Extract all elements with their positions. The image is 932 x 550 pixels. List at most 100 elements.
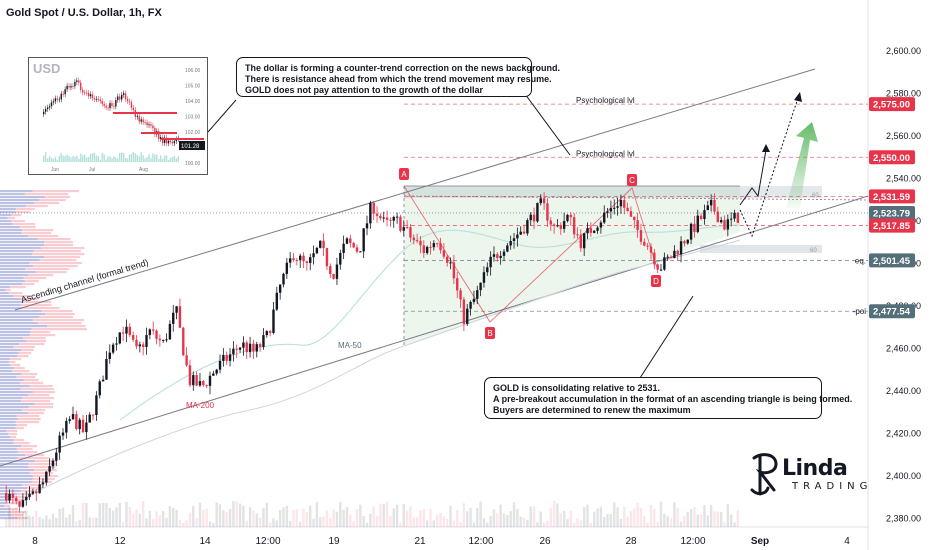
profile-bar-sell — [18, 451, 38, 454]
candle-body — [265, 331, 268, 336]
volume-bar — [45, 515, 48, 527]
profile-bar-buy — [0, 475, 33, 478]
candle-body — [208, 375, 212, 386]
profile-bar-sell — [22, 484, 44, 487]
candle-body — [679, 241, 683, 255]
candles — [5, 192, 740, 527]
volume-bar — [48, 519, 51, 527]
inset-volume — [101, 152, 103, 162]
inset-volume — [148, 154, 150, 162]
profile-bar-buy — [0, 370, 12, 373]
point-d-marker — [651, 275, 661, 287]
profile-bar-sell — [29, 385, 53, 388]
candle-body — [619, 200, 623, 207]
profile-bar-buy — [0, 409, 22, 412]
candle-body — [663, 257, 666, 270]
volume-bar — [282, 507, 285, 527]
inset-candle — [105, 105, 107, 108]
profile-bar-sell — [20, 298, 39, 301]
volume-bar — [713, 511, 716, 527]
profile-bar-sell — [32, 190, 80, 193]
candle-body — [101, 379, 105, 382]
candle-body — [579, 234, 583, 249]
volume-bar — [489, 516, 492, 527]
profile-bar-buy — [0, 427, 16, 430]
profile-bar-buy — [0, 514, 11, 517]
candle-body — [125, 326, 128, 334]
inset-y-tick: 106.00 — [185, 68, 201, 74]
inset-candle — [136, 116, 138, 118]
volume-bar — [285, 505, 289, 527]
x-tick-label: 14 — [199, 536, 211, 547]
inset-volume — [169, 157, 172, 162]
volume-bar — [335, 511, 339, 527]
volume-bar — [509, 511, 512, 527]
candle-body — [85, 422, 88, 433]
candle-body — [609, 208, 613, 212]
profile-bar-buy — [0, 295, 14, 298]
volume-bar — [633, 508, 636, 527]
inset-volume — [105, 159, 107, 162]
volume-bar — [673, 502, 676, 527]
candle-body — [292, 258, 295, 260]
profile-bar-sell — [13, 295, 32, 298]
volume-bar — [222, 510, 225, 527]
profile-bar-sell — [17, 517, 29, 520]
candle-body — [559, 225, 562, 229]
candle-body — [121, 332, 125, 334]
inset-volume — [80, 153, 82, 162]
inset-volume — [74, 156, 76, 162]
logo-subtitle: TRADING — [792, 481, 873, 492]
candle-body — [232, 348, 235, 355]
volume-bar — [542, 522, 546, 527]
candle-body — [492, 254, 496, 257]
inset-volume — [93, 152, 96, 162]
profile-bar-sell — [21, 373, 38, 376]
inset-candle — [138, 116, 140, 122]
candle-body — [322, 240, 325, 249]
candle-body — [168, 323, 172, 340]
inset-volume — [121, 152, 123, 162]
profile-bar-sell — [20, 304, 52, 307]
profile-bar-buy — [0, 211, 16, 214]
profile-bar-buy — [0, 283, 22, 286]
candle-body — [486, 267, 489, 273]
profile-bar-buy — [0, 193, 25, 196]
volume-bar — [442, 516, 446, 527]
profile-bar-buy — [0, 304, 21, 307]
volume-bar — [532, 506, 536, 527]
x-tick-label: Sep — [751, 536, 769, 547]
candle-body — [58, 435, 61, 453]
volume-bar — [709, 504, 713, 527]
price-axis: 2,380.00 2,400.00 2,420.00 2,440.00 2,460.00… — [886, 46, 921, 524]
candle-body — [128, 326, 132, 336]
candle-body — [676, 250, 679, 255]
candle-body — [542, 198, 546, 204]
candle-body — [626, 207, 629, 212]
candle-body — [305, 261, 309, 263]
inset-volume — [68, 156, 70, 162]
candle-body — [375, 213, 379, 216]
profile-bar-sell — [13, 346, 35, 349]
candle-body — [192, 375, 195, 386]
inset-candle — [54, 98, 57, 102]
inset-volume — [82, 155, 84, 162]
profile-bar-sell — [21, 232, 52, 235]
inset-volume — [140, 152, 142, 162]
inset-candle — [60, 93, 62, 100]
volume-bar — [623, 506, 626, 527]
candle-body — [5, 493, 8, 501]
inset-volume — [83, 154, 86, 162]
volume-bar — [188, 512, 192, 527]
profile-bar-sell — [15, 208, 35, 211]
inset-candle — [56, 98, 59, 100]
candle-body — [733, 212, 736, 219]
inset-volume — [113, 156, 115, 162]
inset-candle — [142, 119, 144, 123]
inset-volume — [156, 154, 158, 162]
profile-bar-sell — [9, 499, 27, 502]
volume-bar — [502, 513, 506, 527]
inset-volume — [99, 159, 101, 162]
inset-candle — [167, 140, 170, 144]
